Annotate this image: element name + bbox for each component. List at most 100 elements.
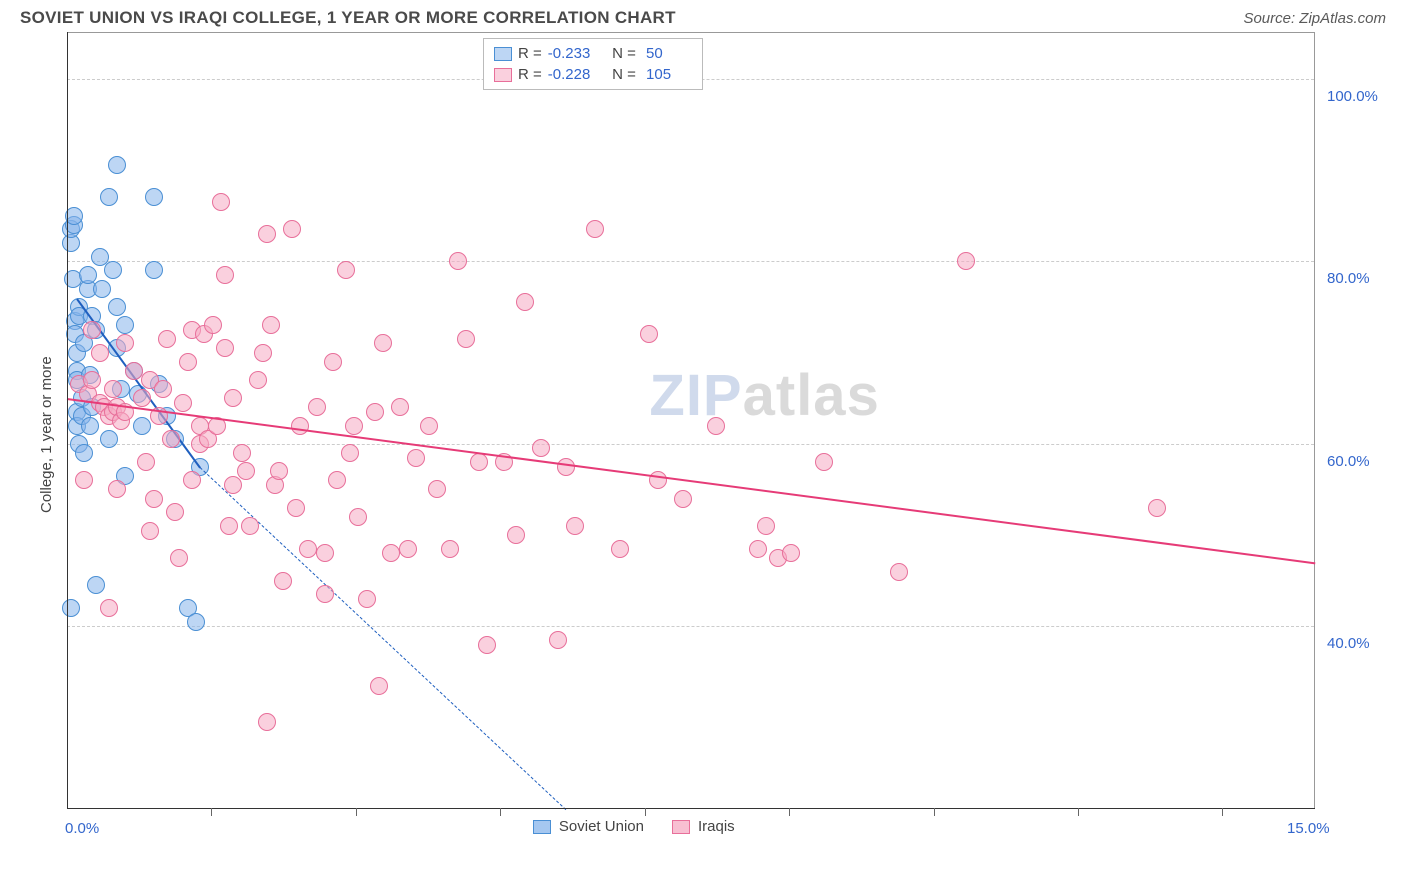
scatter-point: [341, 444, 359, 462]
scatter-point: [212, 193, 230, 211]
legend-swatch: [494, 68, 512, 82]
scatter-point: [337, 261, 355, 279]
scatter-point: [75, 444, 93, 462]
scatter-point: [62, 599, 80, 617]
y-tick-label: 100.0%: [1327, 88, 1378, 105]
scatter-point: [782, 544, 800, 562]
x-tick-label: 15.0%: [1287, 820, 1330, 837]
scatter-point: [345, 417, 363, 435]
scatter-point: [258, 225, 276, 243]
n-label: N =: [604, 45, 636, 62]
x-tick: [211, 808, 212, 816]
scatter-point: [507, 526, 525, 544]
correlation-chart: ZIPatlas40.0%60.0%80.0%100.0%0.0%15.0%Co…: [20, 32, 1388, 868]
scatter-point: [258, 713, 276, 731]
scatter-point: [220, 517, 238, 535]
scatter-point: [349, 508, 367, 526]
scatter-point: [170, 549, 188, 567]
scatter-point: [566, 517, 584, 535]
scatter-point: [308, 398, 326, 416]
scatter-point: [100, 599, 118, 617]
scatter-point: [104, 380, 122, 398]
chart-title: SOVIET UNION VS IRAQI COLLEGE, 1 YEAR OR…: [20, 8, 676, 28]
scatter-point: [549, 631, 567, 649]
scatter-point: [116, 316, 134, 334]
scatter-point: [407, 449, 425, 467]
r-value: -0.233: [548, 45, 598, 62]
r-label: R =: [518, 66, 542, 83]
r-value: -0.228: [548, 66, 598, 83]
scatter-point: [224, 389, 242, 407]
scatter-point: [87, 576, 105, 594]
scatter-point: [674, 490, 692, 508]
scatter-point: [287, 499, 305, 517]
scatter-point: [108, 480, 126, 498]
scatter-point: [104, 261, 122, 279]
scatter-point: [145, 490, 163, 508]
scatter-point: [204, 316, 222, 334]
scatter-point: [957, 252, 975, 270]
scatter-point: [81, 417, 99, 435]
series-legend: Soviet Union Iraqis: [533, 818, 735, 835]
scatter-point: [108, 298, 126, 316]
scatter-point: [166, 503, 184, 521]
scatter-point: [399, 540, 417, 558]
y-tick-label: 80.0%: [1327, 270, 1370, 287]
scatter-point: [428, 480, 446, 498]
legend-item: Iraqis: [672, 818, 735, 835]
scatter-point: [470, 453, 488, 471]
scatter-point: [93, 280, 111, 298]
scatter-point: [815, 453, 833, 471]
legend-swatch: [533, 820, 551, 834]
scatter-point: [358, 590, 376, 608]
scatter-point: [586, 220, 604, 238]
x-tick: [1078, 808, 1079, 816]
scatter-point: [237, 462, 255, 480]
gridline: [67, 444, 1314, 445]
gridline: [67, 626, 1314, 627]
scatter-point: [270, 462, 288, 480]
scatter-point: [216, 339, 234, 357]
scatter-point: [316, 544, 334, 562]
n-value: 105: [642, 66, 692, 83]
watermark: ZIPatlas: [649, 362, 879, 429]
scatter-point: [91, 344, 109, 362]
scatter-point: [757, 517, 775, 535]
scatter-point: [890, 563, 908, 581]
scatter-point: [100, 430, 118, 448]
scatter-point: [457, 330, 475, 348]
scatter-point: [420, 417, 438, 435]
legend-swatch: [494, 47, 512, 61]
x-tick: [934, 808, 935, 816]
scatter-point: [391, 398, 409, 416]
chart-source: Source: ZipAtlas.com: [1243, 10, 1386, 27]
scatter-point: [108, 156, 126, 174]
scatter-point: [382, 544, 400, 562]
scatter-point: [316, 585, 334, 603]
scatter-point: [328, 471, 346, 489]
scatter-point: [137, 453, 155, 471]
chart-header: SOVIET UNION VS IRAQI COLLEGE, 1 YEAR OR…: [0, 0, 1406, 32]
scatter-point: [75, 471, 93, 489]
scatter-point: [187, 613, 205, 631]
x-tick: [356, 808, 357, 816]
plot-area: ZIPatlas: [67, 32, 1315, 808]
scatter-point: [158, 330, 176, 348]
scatter-point: [274, 572, 292, 590]
trend-line: [67, 398, 1315, 564]
n-value: 50: [642, 45, 692, 62]
scatter-point: [141, 522, 159, 540]
scatter-point: [183, 471, 201, 489]
scatter-point: [224, 476, 242, 494]
scatter-point: [441, 540, 459, 558]
scatter-point: [162, 430, 180, 448]
legend-label: Iraqis: [698, 818, 735, 835]
scatter-point: [640, 325, 658, 343]
scatter-point: [233, 444, 251, 462]
scatter-point: [262, 316, 280, 334]
legend-item: Soviet Union: [533, 818, 644, 835]
stats-legend: R = -0.233 N = 50R = -0.228 N = 105: [483, 38, 703, 90]
scatter-point: [324, 353, 342, 371]
scatter-point: [291, 417, 309, 435]
scatter-point: [1148, 499, 1166, 517]
